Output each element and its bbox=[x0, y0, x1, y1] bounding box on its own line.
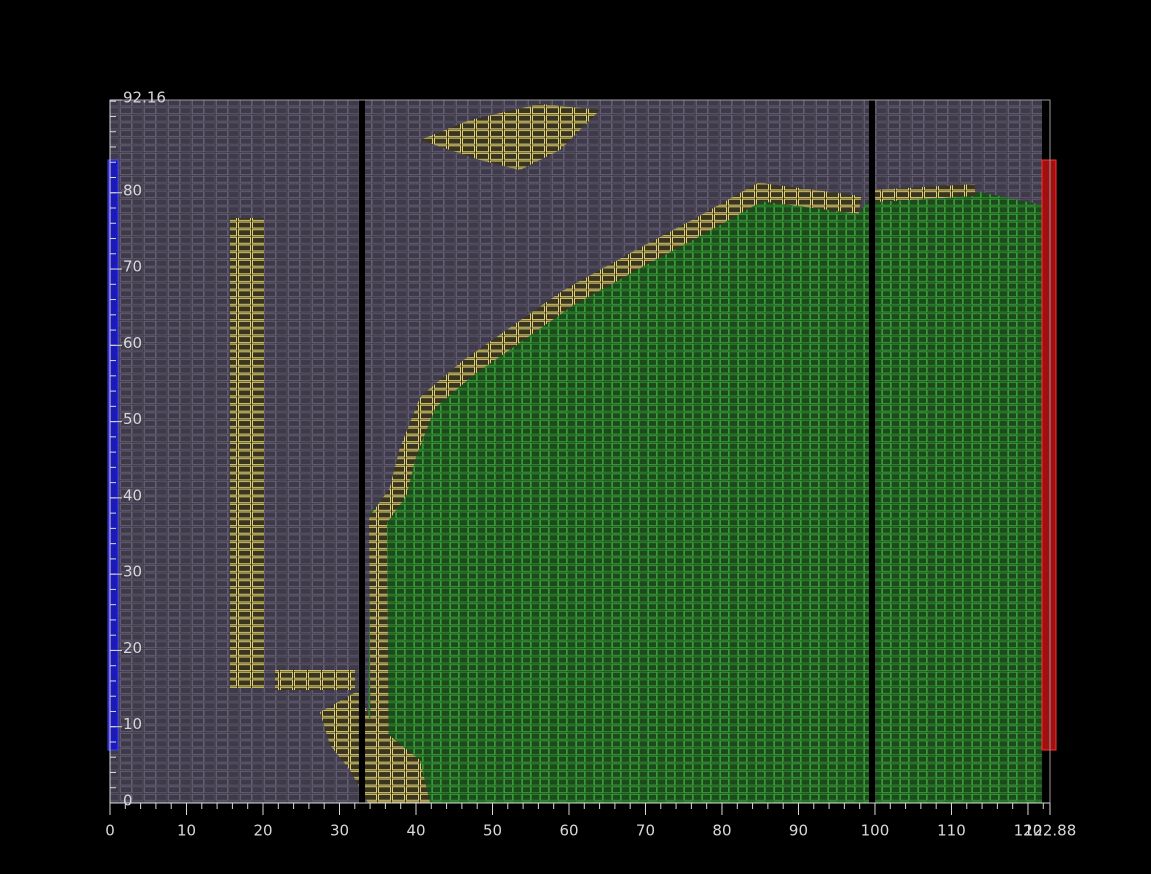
x-tick-label: 40 bbox=[406, 822, 425, 840]
io-pins-right bbox=[1042, 160, 1056, 750]
frontier-cells bbox=[875, 190, 975, 196]
x-tick-label: 122.88 bbox=[1024, 822, 1077, 840]
channel bbox=[869, 100, 875, 803]
y-tick-label: 10 bbox=[123, 715, 142, 733]
cell-column bbox=[230, 218, 264, 688]
x-tick-label: 30 bbox=[330, 822, 349, 840]
x-tick-label: 100 bbox=[861, 822, 890, 840]
layout-view: 0102030405060708090100110120122.88010203… bbox=[0, 0, 1151, 874]
y-tick-label: 92.16 bbox=[123, 89, 166, 107]
y-tick-label: 50 bbox=[123, 410, 142, 428]
y-tick-label: 30 bbox=[123, 563, 142, 581]
y-tick-label: 80 bbox=[123, 181, 142, 199]
x-tick-label: 0 bbox=[105, 822, 115, 840]
channel bbox=[359, 100, 365, 803]
x-tick-label: 70 bbox=[636, 822, 655, 840]
x-tick-label: 50 bbox=[483, 822, 502, 840]
x-tick-label: 80 bbox=[712, 822, 731, 840]
cell-cluster bbox=[275, 670, 355, 690]
y-tick-label: 40 bbox=[123, 486, 142, 504]
y-tick-label: 70 bbox=[123, 258, 142, 276]
x-tick-label: 90 bbox=[789, 822, 808, 840]
x-tick-label: 110 bbox=[937, 822, 966, 840]
x-tick-label: 20 bbox=[253, 822, 272, 840]
x-tick-label: 60 bbox=[559, 822, 578, 840]
y-tick-label: 0 bbox=[123, 792, 133, 810]
x-tick-label: 10 bbox=[177, 822, 196, 840]
y-tick-label: 60 bbox=[123, 334, 142, 352]
y-tick-label: 20 bbox=[123, 639, 142, 657]
